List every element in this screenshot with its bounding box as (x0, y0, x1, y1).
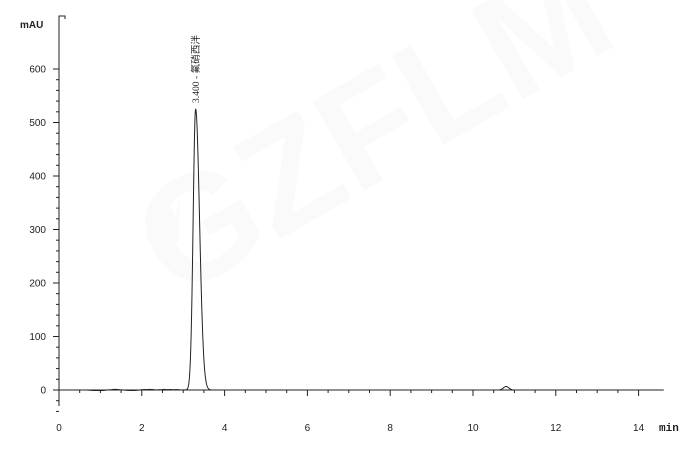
svg-text:0: 0 (56, 423, 62, 434)
svg-text:min: min (659, 423, 679, 435)
svg-text:8: 8 (387, 423, 393, 434)
svg-text:mAU: mAU (20, 20, 43, 31)
svg-text:2: 2 (139, 423, 145, 434)
svg-text:300: 300 (29, 225, 46, 236)
svg-text:12: 12 (550, 423, 562, 434)
svg-text:10: 10 (467, 423, 479, 434)
svg-text:6: 6 (305, 423, 311, 434)
svg-text:3.400 - 氟硝西泮: 3.400 - 氟硝西泮 (190, 35, 202, 103)
svg-text:14: 14 (633, 423, 645, 434)
svg-text:600: 600 (29, 64, 46, 75)
svg-text:0: 0 (40, 385, 46, 396)
svg-text:200: 200 (29, 278, 46, 289)
svg-text:400: 400 (29, 171, 46, 182)
svg-text:100: 100 (29, 332, 46, 343)
svg-text:500: 500 (29, 118, 46, 129)
svg-text:4: 4 (222, 423, 228, 434)
